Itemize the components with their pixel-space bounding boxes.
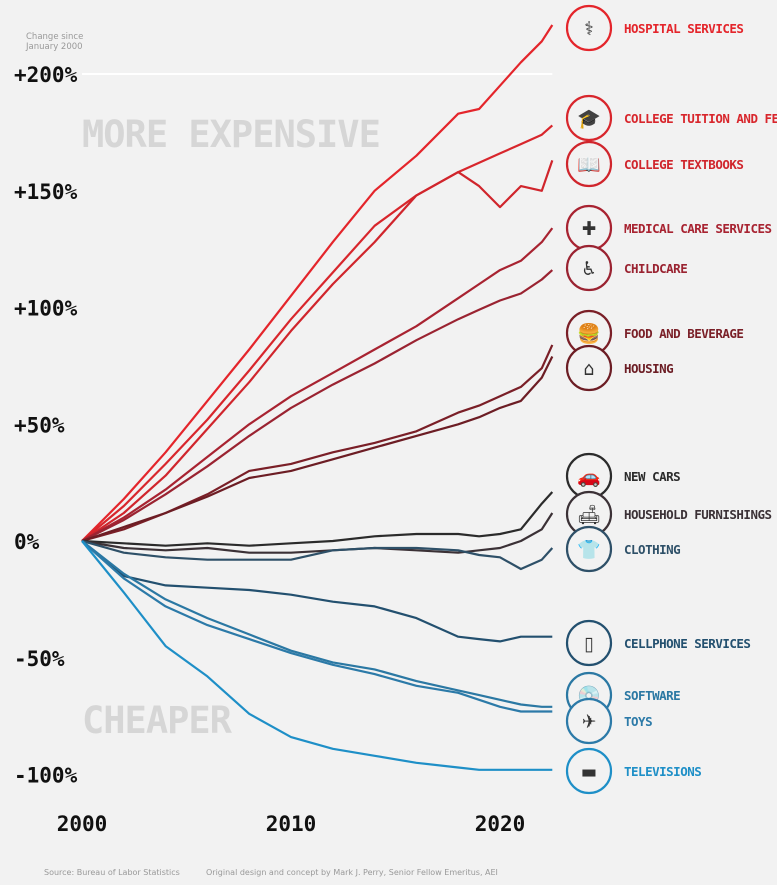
x-tick-label: 2010 <box>266 812 317 836</box>
series-line-toys <box>81 540 553 713</box>
stroller-icon: ♿ <box>581 258 596 280</box>
legend-circle <box>565 344 613 392</box>
legend-item: ▯ CELLPHONE SERVICES <box>565 619 751 667</box>
legend-label: TOYS <box>624 714 652 729</box>
legend-label: NEW CARS <box>624 469 680 484</box>
toys-icon: ✈ <box>582 711 596 733</box>
legend-circle <box>565 4 613 52</box>
series-line-college-textbooks <box>81 160 554 542</box>
legend-item: ▬ TELEVISIONS <box>565 747 702 795</box>
legend-item: ⚕ HOSPITAL SERVICES <box>565 4 744 52</box>
shirt-icon: 👕 <box>577 539 601 561</box>
legend-label: FOOD AND BEVERAGE <box>624 326 743 341</box>
legend-label: COLLEGE TEXTBOOKS <box>624 157 743 172</box>
legend-label: HOUSEHOLD FURNISHINGS <box>624 507 772 522</box>
annotation-more-expensive: MORE EXPENSIVE <box>82 113 380 156</box>
series-line-childcare <box>81 269 554 542</box>
sofa-icon: 🛋 <box>577 504 601 526</box>
legend-label: CELLPHONE SERVICES <box>624 636 750 651</box>
television-icon: ▬ <box>581 761 597 783</box>
y-tick-label: -100% <box>14 764 78 788</box>
legend-item: 🍔 FOOD AND BEVERAGE <box>565 309 744 357</box>
x-tick-label: 2000 <box>57 812 108 836</box>
legend-item: ⌂ HOUSING <box>565 344 674 392</box>
x-tick-label: 2020 <box>475 812 526 836</box>
y-tick-label: +50% <box>14 413 65 437</box>
y-tick-label: +150% <box>14 180 78 204</box>
graduation-cap-icon: 🎓 <box>577 108 601 130</box>
series-line-housing <box>81 356 554 543</box>
legend-circle <box>565 747 613 795</box>
legend-item: 🎓 COLLEGE TUITION AND FEES <box>565 94 777 142</box>
legend-label: SOFTWARE <box>624 688 680 703</box>
legend-label: CLOTHING <box>624 542 680 557</box>
series-line-televisions <box>81 540 553 771</box>
y-tick-label: 0% <box>14 530 40 554</box>
book-icon: 📖 <box>577 154 601 176</box>
y-tick-label: -50% <box>14 647 65 671</box>
y-axis-note-line2: January 2000 <box>25 42 83 52</box>
legend-label: COLLEGE TUITION AND FEES <box>624 111 777 126</box>
legend-label: HOUSING <box>624 361 673 376</box>
car-icon: 🚗 <box>577 466 601 488</box>
series-line-new-cars <box>81 491 554 547</box>
legend-item: ✚ MEDICAL CARE SERVICES <box>565 204 772 252</box>
footer-credit: Original design and concept by Mark J. P… <box>206 868 498 877</box>
house-icon: ⌂ <box>584 358 595 380</box>
legend-item: 📖 COLLEGE TEXTBOOKS <box>565 140 744 188</box>
legend-circle <box>565 244 613 292</box>
series-line-hospital-services <box>81 24 554 542</box>
annotation-cheaper: CHEAPER <box>82 699 233 742</box>
series-line-college-tuition-and-fees <box>81 124 554 542</box>
legend-label: HOSPITAL SERVICES <box>624 21 743 36</box>
legend-circle <box>565 619 613 667</box>
legend-item: ✈ TOYS <box>565 697 653 745</box>
legend-label: CHILDCARE <box>624 261 687 276</box>
legend-item: ♿ CHILDCARE <box>565 244 688 292</box>
legend-label: TELEVISIONS <box>624 764 701 779</box>
y-tick-label: +200% <box>14 63 78 87</box>
y-axis-note-line1: Change since <box>26 32 83 42</box>
cellphone-icon: ▯ <box>584 633 593 655</box>
legend-circle <box>565 525 613 573</box>
food-icon: 🍔 <box>577 322 601 345</box>
medical-kit-icon: ✚ <box>582 218 596 240</box>
legend-item: 👕 CLOTHING <box>565 525 681 573</box>
series-line-software <box>81 540 553 708</box>
footer-source: Source: Bureau of Labor Statistics <box>44 868 180 877</box>
legend-circle <box>565 697 613 745</box>
legend-circle <box>565 140 613 188</box>
legend-item: 💿 SOFTWARE <box>565 671 681 719</box>
legend-item: 🚗 NEW CARS <box>565 452 681 500</box>
legend-item: 🛋 HOUSEHOLD FURNISHINGS <box>565 490 772 538</box>
y-tick-label: +100% <box>14 297 78 321</box>
series-line-cellphone-services <box>81 540 553 643</box>
legend-circle <box>565 94 613 142</box>
legend-label: MEDICAL CARE SERVICES <box>624 221 772 236</box>
series-line-medical-care-services <box>81 227 554 542</box>
series-line-clothing <box>81 539 554 571</box>
iv-drip-icon: ⚕ <box>584 18 593 40</box>
series-line-food-and-beverage <box>81 344 554 543</box>
